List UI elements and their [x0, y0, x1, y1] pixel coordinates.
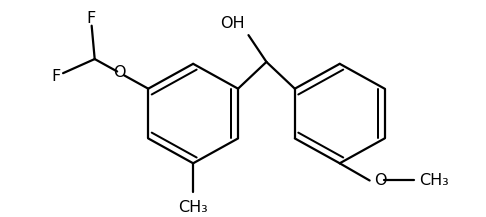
- Text: CH₃: CH₃: [419, 173, 449, 188]
- Text: CH₃: CH₃: [178, 200, 208, 215]
- Text: F: F: [51, 69, 60, 84]
- Text: OH: OH: [220, 16, 244, 31]
- Text: F: F: [87, 11, 96, 26]
- Text: O: O: [113, 65, 125, 80]
- Text: O: O: [374, 173, 386, 188]
